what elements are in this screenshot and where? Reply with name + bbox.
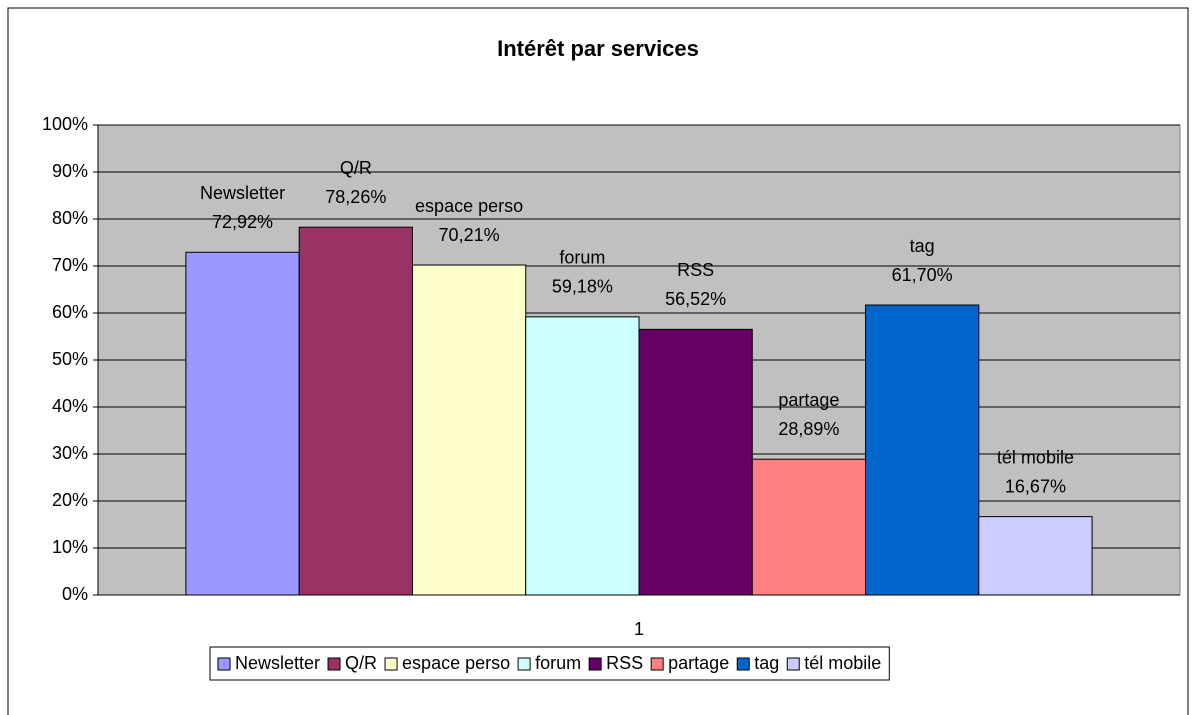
y-tick-label: 40% (52, 396, 88, 416)
legend-label: Q/R (345, 653, 377, 673)
y-tick-label: 80% (52, 208, 88, 228)
legend-label: Newsletter (235, 653, 320, 673)
legend-swatch (736, 657, 750, 671)
x-tick-label: 1 (634, 619, 644, 639)
bar (411, 264, 527, 596)
data-label: 78,26% (325, 187, 386, 207)
data-label-name: Newsletter (200, 183, 285, 203)
legend-swatch (517, 657, 531, 671)
legend-swatch (327, 657, 341, 671)
legend-label: espace perso (402, 653, 510, 673)
data-label: 28,89% (778, 419, 839, 439)
data-label-name: espace perso (415, 196, 523, 216)
legend-swatch (384, 657, 398, 671)
legend-swatch (217, 657, 231, 671)
y-tick-label: 20% (52, 490, 88, 510)
legend-label: tag (754, 653, 779, 673)
legend-label: partage (668, 653, 729, 673)
y-tick-label: 100% (42, 114, 88, 134)
data-label-name: tél mobile (997, 447, 1074, 467)
y-tick-label: 0% (62, 584, 88, 604)
data-label-name: partage (778, 390, 839, 410)
legend-swatch (650, 657, 664, 671)
chart-title: Intérêt par services (497, 36, 699, 61)
y-tick-label: 10% (52, 537, 88, 557)
y-tick-label: 60% (52, 302, 88, 322)
bar (865, 304, 980, 596)
bar (638, 328, 753, 596)
data-label: 61,70% (892, 265, 953, 285)
data-label-name: RSS (677, 260, 714, 280)
legend-label: RSS (606, 653, 643, 673)
data-label: 16,67% (1005, 476, 1066, 496)
legend-swatch (588, 657, 602, 671)
bar (751, 458, 867, 596)
bar (185, 251, 300, 596)
data-label: 72,92% (212, 212, 273, 232)
legend (209, 646, 890, 681)
data-label-name: forum (559, 248, 605, 268)
legend-label: forum (535, 653, 581, 673)
bar (525, 316, 640, 596)
y-tick-label: 90% (52, 161, 88, 181)
data-label-name: Q/R (340, 158, 372, 178)
legend-label: tél mobile (804, 653, 881, 673)
data-label: 70,21% (439, 225, 500, 245)
y-tick-label: 70% (52, 255, 88, 275)
legend-swatch (786, 657, 800, 671)
data-label: 59,18% (552, 277, 613, 297)
y-tick-label: 50% (52, 349, 88, 369)
bar (298, 226, 413, 596)
data-label: 56,52% (665, 289, 726, 309)
bar (978, 516, 1093, 596)
data-label-name: tag (910, 236, 935, 256)
y-tick-label: 30% (52, 443, 88, 463)
